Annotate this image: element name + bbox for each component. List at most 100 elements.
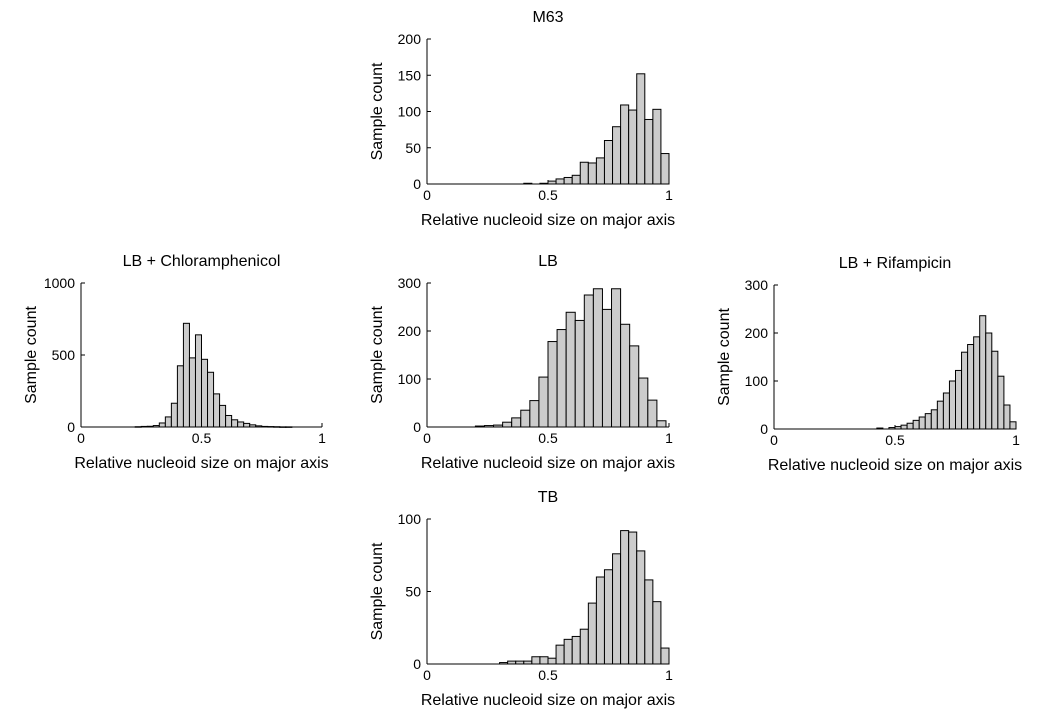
histogram-bar — [647, 399, 658, 428]
y-tick-label: 0 — [413, 419, 421, 435]
y-tick-label: 200 — [745, 325, 769, 341]
y-axis-label: Sample count — [369, 62, 386, 160]
histogram-bar — [918, 416, 926, 430]
histogram-bar — [620, 323, 631, 428]
histogram-bar — [583, 294, 594, 428]
histogram-bar — [556, 329, 567, 428]
histogram-bar — [603, 140, 614, 185]
x-tick-label: 1 — [665, 430, 673, 446]
histogram-panel: 0 0.5 1 0 500 1000 LB + Chloramphenicol Relativ… — [23, 253, 329, 472]
x-axis-label: Relative nucleoid size on major axis — [421, 692, 675, 709]
histogram-bar — [502, 421, 513, 428]
histogram-bar — [574, 319, 585, 428]
histogram-bar — [243, 422, 251, 428]
histogram-bar — [539, 656, 549, 665]
histogram-bar — [628, 109, 638, 185]
y-tick-label: 300 — [745, 277, 769, 293]
histogram-bar — [170, 402, 178, 428]
histogram-bar — [547, 657, 557, 665]
histogram-bar — [611, 288, 622, 428]
y-tick-label: 0 — [67, 419, 75, 435]
histogram-panel: 0 0.5 1 0 50 100 TB Relative nucleoid size on m… — [369, 489, 675, 709]
x-tick-label: 1 — [1012, 432, 1020, 448]
histogram-bar — [900, 424, 908, 430]
histogram-bar — [213, 393, 221, 428]
histogram-bar — [538, 376, 549, 428]
y-axis-label: Sample count — [369, 306, 386, 404]
histogram-bar — [620, 530, 630, 665]
x-tick-label: 0.5 — [538, 187, 558, 203]
histogram-bar — [188, 357, 196, 428]
x-tick-label: 1 — [665, 187, 673, 203]
histogram-bar — [237, 421, 245, 428]
y-tick-label: 1000 — [44, 275, 75, 291]
histogram-bar — [158, 422, 166, 428]
histogram-bar — [967, 344, 975, 430]
x-tick-label: 0.5 — [538, 667, 558, 683]
histogram-panel: 0 0.5 1 0 100 200 300 LB + Rifampicin Relative n… — [716, 255, 1022, 474]
histogram-bar — [601, 308, 613, 428]
y-axis-label: Sample count — [23, 306, 40, 404]
x-tick-label: 0 — [77, 430, 85, 446]
y-tick-label: 200 — [398, 323, 422, 339]
histogram-bar — [936, 400, 944, 430]
histogram-bar — [579, 161, 589, 185]
y-tick-label: 50 — [405, 584, 421, 600]
histogram-bar — [563, 176, 573, 185]
x-tick-label: 0 — [423, 187, 431, 203]
histogram-panel: 0 0.5 1 0 50 100 150 200 M63 Relative nucleoid si… — [369, 9, 675, 229]
y-tick-label: 100 — [745, 373, 769, 389]
histogram-bar — [207, 371, 215, 428]
histogram-bar — [201, 358, 209, 428]
histogram-bar — [511, 417, 522, 428]
histogram-bar — [629, 345, 640, 428]
x-tick-label: 0 — [423, 667, 431, 683]
histogram-bar — [612, 126, 622, 185]
histogram-bar — [595, 576, 605, 665]
histogram-bar — [973, 336, 981, 430]
histogram-bar — [644, 579, 654, 665]
histogram-bar — [979, 315, 987, 430]
histogram-bar — [571, 174, 581, 185]
chart-title: M63 — [532, 9, 563, 26]
histogram-bar — [225, 414, 233, 428]
y-tick-label: 100 — [398, 511, 422, 527]
x-tick-label: 1 — [665, 667, 673, 683]
y-tick-label: 0 — [413, 656, 421, 672]
x-axis-label: Relative nucleoid size on major axis — [421, 455, 675, 472]
histogram-bar — [579, 628, 589, 665]
histogram-bar — [620, 104, 630, 185]
histogram-bar — [529, 400, 540, 428]
histogram-bar — [587, 602, 597, 665]
histogram-bar — [176, 365, 184, 428]
histogram-bar — [985, 332, 993, 430]
histogram-bar — [961, 351, 969, 430]
histogram-bar — [592, 288, 603, 428]
histogram-bar — [231, 419, 239, 428]
y-tick-label: 150 — [398, 67, 422, 83]
histogram-panel: 0 0.5 1 0 100 200 300 LB Relative nucleoid size … — [369, 253, 675, 472]
histogram-bar — [563, 638, 573, 665]
histogram-bar — [955, 369, 963, 430]
histogram-bar — [612, 553, 622, 665]
histogram-bar — [587, 162, 597, 185]
histogram-bar — [565, 311, 576, 428]
x-tick-label: 0.5 — [538, 430, 558, 446]
histogram-bar — [636, 550, 646, 665]
histogram-bar — [912, 419, 920, 430]
y-tick-label: 200 — [398, 31, 422, 47]
histogram-bar — [906, 422, 914, 430]
histogram-bar — [219, 404, 227, 428]
histogram-bar — [660, 647, 670, 665]
histogram-bar — [942, 392, 950, 430]
histogram-bar — [571, 635, 581, 665]
y-tick-label: 50 — [405, 140, 421, 156]
histogram-bar — [182, 322, 190, 428]
histogram-bar — [1009, 421, 1017, 430]
histogram-bar — [997, 375, 1005, 430]
histogram-bar — [948, 380, 957, 430]
histogram-bar — [1003, 404, 1011, 430]
histogram-bar — [636, 73, 646, 185]
y-tick-label: 500 — [52, 347, 76, 363]
